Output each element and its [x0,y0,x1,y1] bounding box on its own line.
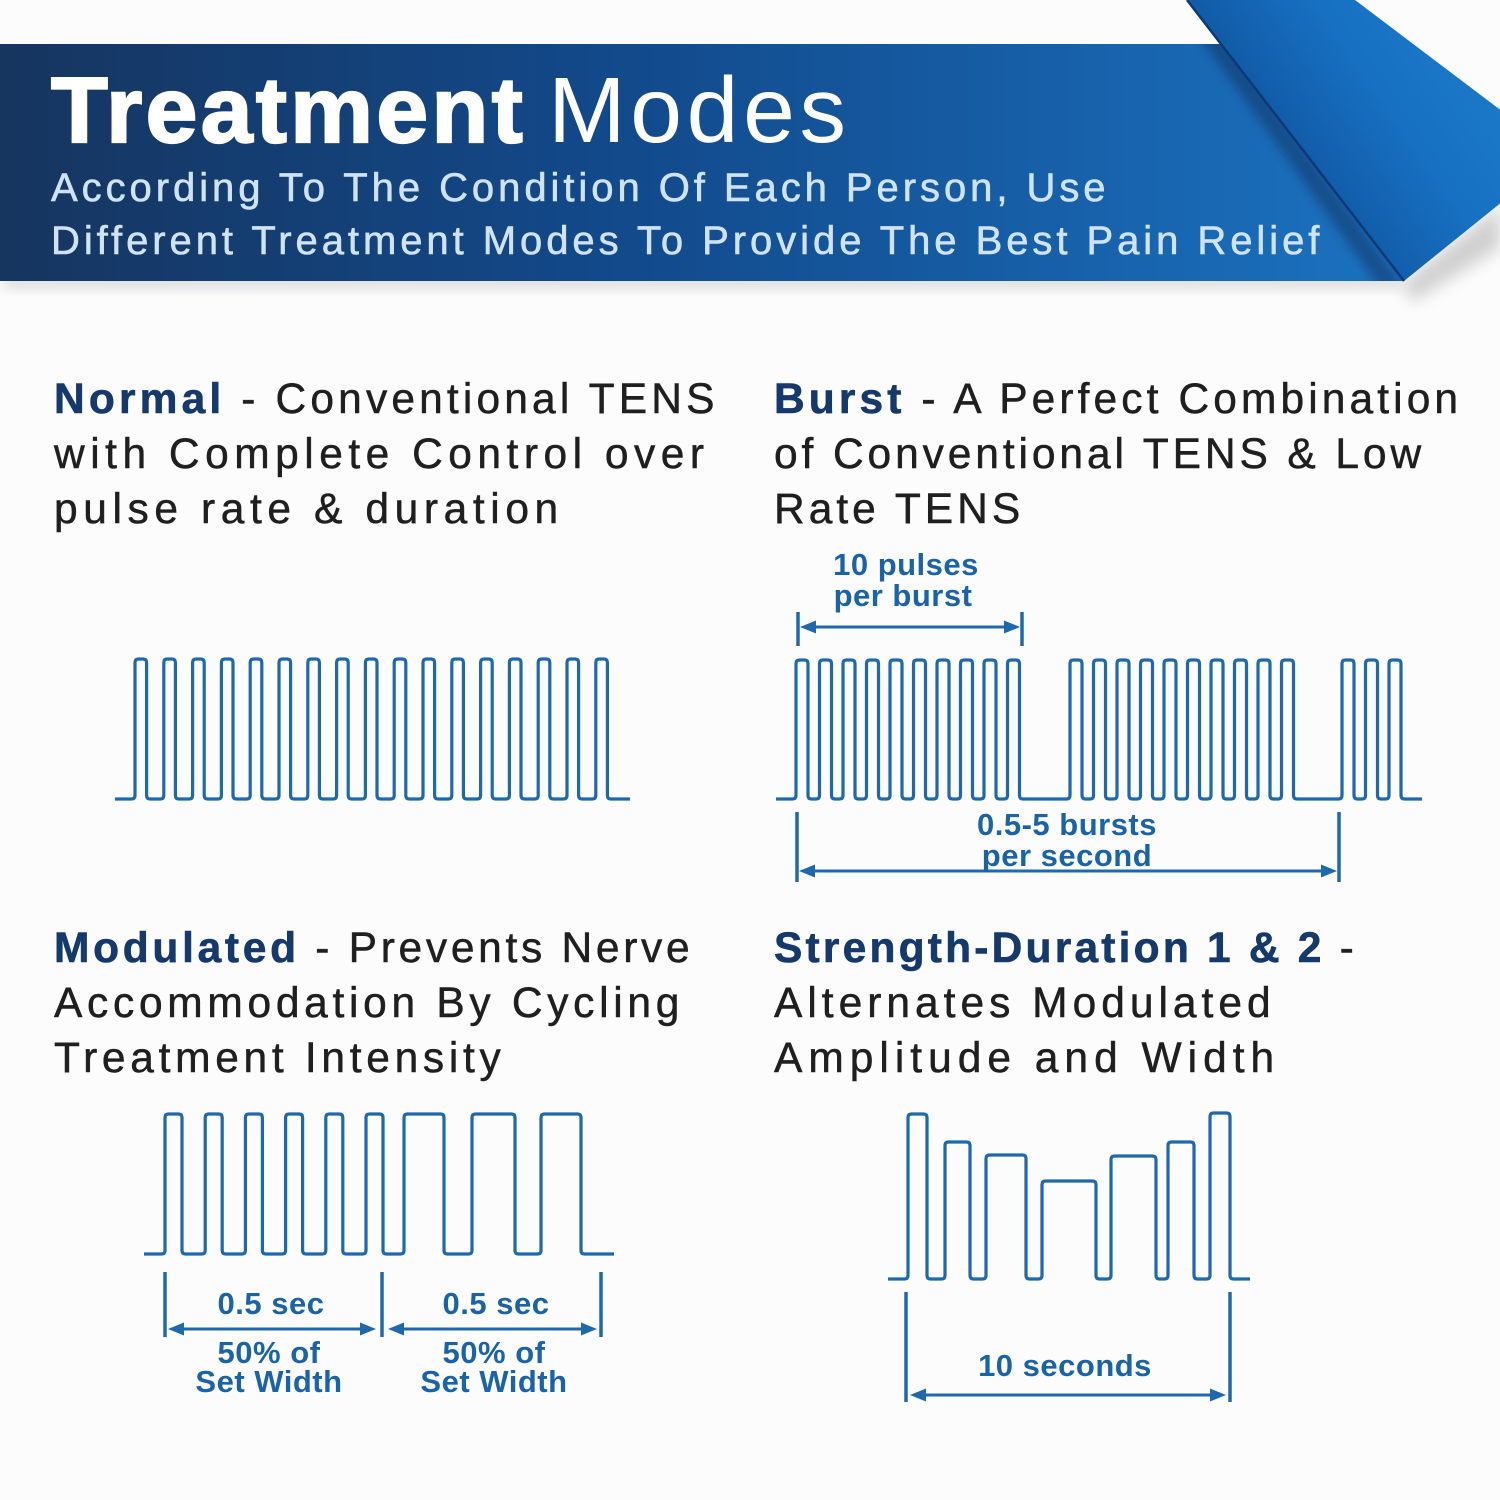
svg-text:per burst: per burst [834,578,973,613]
svg-text:per second: per second [982,838,1152,873]
svg-text:0.5 sec: 0.5 sec [443,1286,550,1321]
svg-text:Set Width: Set Width [420,1364,567,1399]
svg-text:10 pulses: 10 pulses [833,547,979,582]
svg-text:10 seconds: 10 seconds [978,1348,1152,1383]
svg-text:0.5-5 bursts: 0.5-5 bursts [977,807,1157,842]
svg-text:0.5 sec: 0.5 sec [218,1286,325,1321]
svg-text:50% of: 50% of [218,1335,321,1370]
svg-text:Set Width: Set Width [195,1364,342,1399]
svg-text:50% of: 50% of [443,1335,546,1370]
